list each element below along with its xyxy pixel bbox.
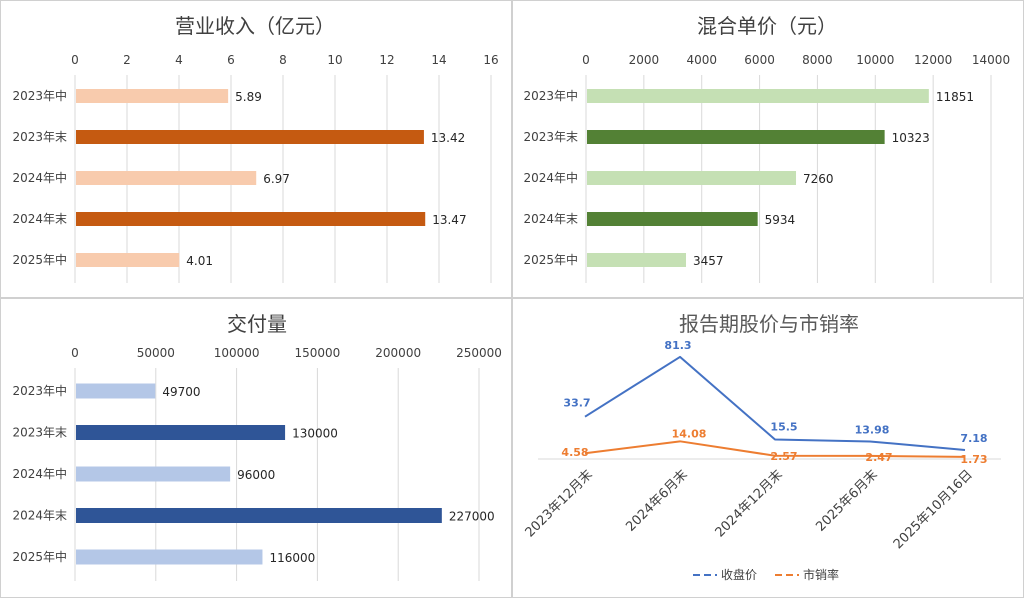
revenue-category-label: 2023年中 [12, 88, 67, 103]
deliveries-category-label: 2024年中 [12, 466, 67, 481]
price-ps-chart: 报告期股价与市销率 33.7 81.3 15.5 13.98 7.18 4.58 14.08… [523, 312, 1001, 582]
deliveries-bar [76, 383, 156, 399]
unit-price-bar [587, 253, 687, 267]
ps-ratio-point-label: 4.58 [561, 446, 588, 459]
deliveries-x-tick-label: 150000 [294, 346, 340, 360]
price-ps-x-category-label: 2024年6月末 [623, 467, 690, 534]
deliveries-x-tick-label: 50000 [137, 346, 175, 360]
unit-price-chart-panel: 混合单价（元） 0 2000 4000 6000 8000 10000 12000 14000… [512, 0, 1024, 298]
price-ps-x-category-label: 2023年12月末 [523, 467, 596, 540]
close-price-point-label: 13.98 [855, 423, 890, 436]
legend-close-price-label: 收盘价 [721, 567, 757, 582]
price-ps-x-category-label: 2025年10月16日 [891, 467, 976, 552]
deliveries-chart-title: 交付量 [227, 312, 287, 336]
unit-price-category-label: 2024年中 [523, 170, 578, 185]
revenue-x-tick-label: 12 [379, 53, 394, 67]
revenue-bar [76, 89, 229, 103]
revenue-x-tick-label: 4 [175, 53, 183, 67]
unit-price-bar [587, 171, 797, 185]
deliveries-bar [76, 466, 231, 482]
revenue-bar [76, 171, 257, 185]
revenue-chart-title: 营业收入（亿元） [175, 14, 335, 38]
deliveries-category-label: 2023年中 [12, 383, 67, 398]
unit-price-x-tick-label: 14000 [972, 53, 1010, 67]
ps-ratio-line [584, 440, 966, 458]
revenue-x-tick-label: 8 [279, 53, 287, 67]
deliveries-x-tick-label: 0 [71, 346, 79, 360]
revenue-data-label: 4.01 [186, 254, 213, 268]
unit-price-category-label: 2023年末 [523, 130, 578, 144]
revenue-bar [76, 253, 180, 267]
price-ps-x-category-label: 2025年6月末 [813, 467, 880, 534]
price-ps-chart-title: 报告期股价与市销率 [679, 312, 859, 336]
close-price-point-label: 15.5 [770, 421, 797, 434]
ps-ratio-point-label: 14.08 [672, 427, 707, 440]
close-price-point-label: 7.18 [960, 432, 987, 445]
deliveries-data-label: 96000 [237, 468, 275, 482]
revenue-data-label: 13.42 [431, 131, 465, 145]
unit-price-bar [587, 89, 929, 103]
revenue-category-label: 2023年末 [12, 130, 67, 144]
deliveries-bar [76, 425, 286, 440]
unit-price-x-tick-label: 8000 [802, 53, 833, 67]
deliveries-chart-panel: 交付量 0 50000 100000 150000 200000 250000 2023年中… [0, 298, 512, 598]
deliveries-data-label: 130000 [292, 427, 338, 441]
deliveries-category-label: 2024年末 [12, 509, 67, 523]
ps-ratio-point-label: 2.57 [770, 450, 797, 463]
close-price-point-label: 33.7 [563, 397, 590, 410]
close-price-point-label: 81.3 [664, 339, 691, 352]
deliveries-x-tick-label: 200000 [375, 346, 421, 360]
revenue-data-label: 5.89 [235, 90, 262, 104]
unit-price-data-label: 11851 [936, 90, 974, 104]
deliveries-data-label: 116000 [269, 551, 315, 565]
price-ps-x-category-label: 2024年12月末 [713, 467, 786, 540]
close-price-line [584, 355, 966, 451]
unit-price-x-tick-label: 10000 [856, 53, 894, 67]
unit-price-x-tick-label: 0 [582, 53, 590, 67]
unit-price-x-tick-label: 6000 [744, 53, 775, 67]
unit-price-x-tick-label: 2000 [629, 53, 660, 67]
unit-price-category-label: 2023年中 [523, 88, 578, 103]
revenue-x-tick-label: 16 [483, 53, 498, 67]
deliveries-chart: 交付量 0 50000 100000 150000 200000 250000 2023年中… [12, 312, 502, 581]
deliveries-data-label: 49700 [162, 385, 200, 399]
deliveries-x-tick-label: 250000 [456, 346, 502, 360]
revenue-x-tick-label: 6 [227, 53, 235, 67]
unit-price-data-label: 7260 [803, 172, 834, 186]
unit-price-category-label: 2024年末 [523, 212, 578, 226]
deliveries-data-label: 227000 [449, 510, 495, 524]
deliveries-category-label: 2023年末 [12, 426, 67, 440]
revenue-category-label: 2024年末 [12, 212, 67, 226]
revenue-data-label: 6.97 [263, 172, 290, 186]
revenue-data-label: 13.47 [432, 213, 466, 227]
deliveries-category-label: 2025年中 [12, 549, 67, 564]
unit-price-data-label: 3457 [693, 254, 724, 268]
unit-price-category-label: 2025年中 [523, 252, 578, 267]
deliveries-bar [76, 549, 263, 565]
deliveries-x-tick-label: 100000 [214, 346, 260, 360]
revenue-x-tick-label: 14 [431, 53, 446, 67]
revenue-x-tick-label: 0 [71, 53, 79, 67]
unit-price-bar [587, 130, 885, 144]
revenue-chart: 营业收入（亿元） 0 2 4 6 8 10 12 14 16 2023年中 5.89 2023年末 13… [12, 14, 499, 283]
revenue-category-label: 2024年中 [12, 170, 67, 185]
ps-ratio-point-label: 1.73 [960, 453, 987, 466]
price-ps-chart-panel: 报告期股价与市销率 33.7 81.3 15.5 13.98 7.18 4.58 14.08… [512, 298, 1024, 598]
unit-price-chart-title: 混合单价（元） [697, 14, 837, 38]
revenue-x-tick-label: 10 [327, 53, 342, 67]
revenue-bar [76, 212, 426, 226]
unit-price-chart: 混合单价（元） 0 2000 4000 6000 8000 10000 12000 14000… [523, 14, 1010, 283]
unit-price-x-tick-label: 4000 [686, 53, 717, 67]
revenue-chart-panel: 营业收入（亿元） 0 2 4 6 8 10 12 14 16 2023年中 5.89 2023年末 13… [0, 0, 512, 298]
unit-price-x-tick-label: 12000 [914, 53, 952, 67]
unit-price-bar [587, 212, 758, 226]
revenue-x-tick-label: 2 [123, 53, 131, 67]
revenue-category-label: 2025年中 [12, 252, 67, 267]
ps-ratio-point-label: 2.47 [865, 451, 892, 464]
deliveries-bar [76, 508, 442, 523]
revenue-bar [76, 130, 424, 144]
unit-price-data-label: 10323 [892, 131, 930, 145]
unit-price-data-label: 5934 [765, 213, 796, 227]
legend-ps-ratio-label: 市销率 [803, 567, 839, 582]
